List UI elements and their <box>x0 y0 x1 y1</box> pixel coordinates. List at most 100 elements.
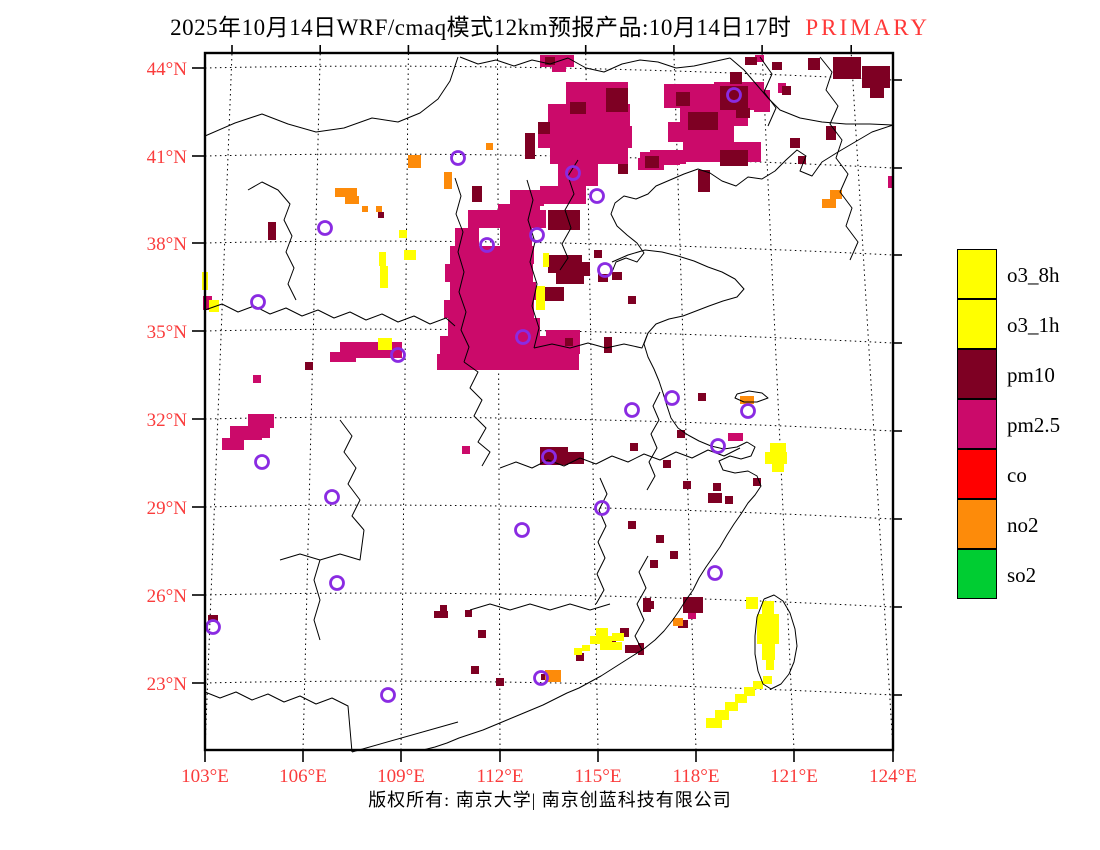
boundary-line <box>351 721 459 753</box>
cell-o3 <box>380 266 388 288</box>
meridian-line <box>673 52 697 751</box>
lat-axis-label: 26°N <box>147 586 188 607</box>
legend-swatch-pm10 <box>957 349 997 399</box>
station-marker <box>594 500 610 516</box>
lon-axis-label: 103°E <box>181 766 229 787</box>
cell-o3 <box>536 286 545 310</box>
cell-pm25 <box>448 318 540 336</box>
cell-pm10 <box>798 156 806 164</box>
cell-pm10 <box>730 72 742 84</box>
cell-pm25 <box>550 146 628 164</box>
cell-o3 <box>762 644 775 660</box>
boundary-line <box>759 56 777 127</box>
cell-pm10 <box>826 126 836 140</box>
cell-o3 <box>596 628 608 636</box>
cell-pm25 <box>510 190 544 206</box>
cell-pm10 <box>698 393 706 401</box>
station-marker <box>740 403 756 419</box>
boundary-line <box>646 391 661 491</box>
legend-label: pm2.5 <box>1007 413 1061 437</box>
cell-o3 <box>715 710 729 720</box>
cell-pm10 <box>643 598 651 612</box>
lat-axis-label: 32°N <box>147 410 188 431</box>
cell-pm10 <box>698 170 710 192</box>
cell-pm10 <box>568 452 584 464</box>
boundary-line <box>533 332 649 349</box>
cell-pm10 <box>541 674 547 680</box>
cell-o3 <box>590 636 612 644</box>
cell-no2 <box>362 206 368 212</box>
cell-pm25 <box>444 300 534 318</box>
cell-pm25 <box>437 354 579 370</box>
cell-pm25 <box>546 330 580 354</box>
station-marker <box>450 150 466 166</box>
legend-swatch-no2 <box>957 499 997 549</box>
cell-o3 <box>766 658 774 670</box>
lat-axis-label: 44°N <box>147 59 188 80</box>
cell-pm10 <box>604 337 612 353</box>
cell-no2 <box>408 155 421 168</box>
cell-pm10 <box>576 653 584 661</box>
cell-pm10 <box>663 460 671 468</box>
cell-pm10 <box>496 678 504 686</box>
boundary-line <box>204 691 353 753</box>
cell-pm10 <box>472 186 482 202</box>
cell-pm25 <box>440 336 546 354</box>
cell-pm10 <box>676 92 690 106</box>
cell-no2 <box>830 190 842 199</box>
cell-pm10 <box>548 255 582 273</box>
cell-pm25 <box>455 228 479 246</box>
lat-axis-label: 41°N <box>147 147 188 168</box>
cell-pm10 <box>745 57 757 65</box>
cell-no2 <box>444 172 452 189</box>
cell-pm10 <box>525 133 535 159</box>
lon-axis-label: 118°E <box>673 766 720 787</box>
cell-o3 <box>757 614 779 644</box>
cell-pm25 <box>728 433 743 441</box>
legend-swatch-o3-1h <box>957 299 997 349</box>
boundary-line <box>499 447 741 469</box>
cell-pm10 <box>574 262 590 276</box>
station-marker <box>205 619 221 635</box>
parallel-line <box>204 680 894 696</box>
meridian-line <box>761 52 795 751</box>
cell-o3 <box>725 702 738 711</box>
station-marker <box>624 402 640 418</box>
cell-pm10 <box>713 483 721 491</box>
station-marker <box>324 489 340 505</box>
legend-swatch-co <box>957 449 997 499</box>
cell-o3 <box>582 645 590 651</box>
cell-o3 <box>735 694 747 703</box>
boundary-line <box>459 56 731 73</box>
cell-pm10 <box>625 645 633 653</box>
boundary-line <box>422 441 762 751</box>
cell-pm10 <box>670 551 678 559</box>
cell-pm25 <box>262 418 274 428</box>
cell-o3 <box>753 681 763 689</box>
cell-pm10 <box>808 58 820 70</box>
cell-pm25 <box>445 264 533 282</box>
station-marker <box>329 575 345 591</box>
boundary-line <box>819 56 859 261</box>
boundary-line <box>754 594 798 690</box>
lat-axis-label: 23°N <box>147 674 188 695</box>
meridian-line <box>302 52 321 751</box>
cell-pm25 <box>552 62 566 72</box>
station-marker <box>533 670 549 686</box>
cell-o3 <box>543 253 549 267</box>
cell-pm10 <box>570 102 586 114</box>
parallel-line <box>204 65 894 81</box>
cell-o3 <box>765 452 787 464</box>
boundary-line <box>610 124 894 273</box>
cell-no2 <box>486 143 493 150</box>
cell-no2 <box>545 670 561 682</box>
cell-pm10 <box>725 496 733 504</box>
cell-pm25 <box>222 438 244 450</box>
graticule: 103°E 106°E 109°E 112°E 115°E 118°E 121°E 124°E… <box>147 45 917 787</box>
legend-swatch-so2 <box>957 549 997 599</box>
boundary-line <box>595 477 608 605</box>
cell-no2 <box>673 618 683 626</box>
lon-axis-label: 106°E <box>279 766 327 787</box>
